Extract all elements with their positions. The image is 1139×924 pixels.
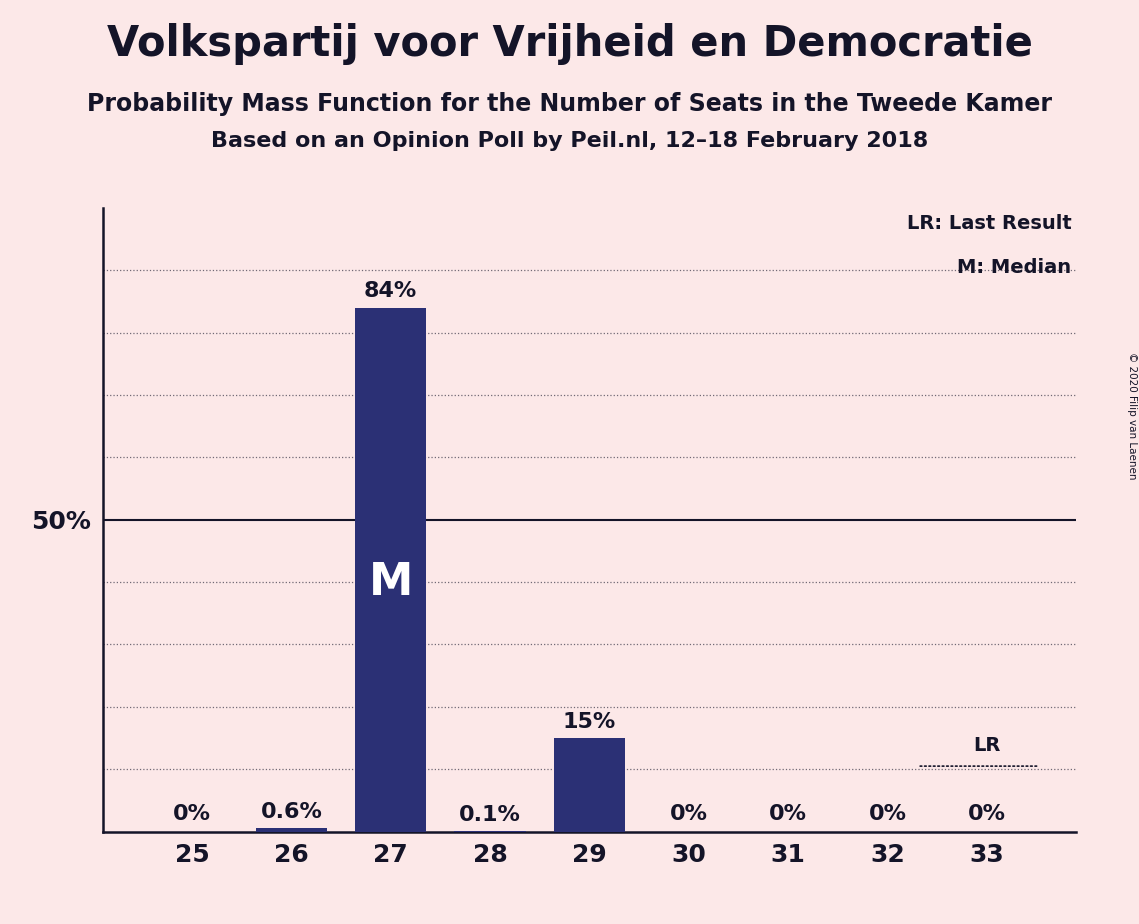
Bar [355,308,426,832]
Text: LR: Last Result: LR: Last Result [907,214,1072,233]
Text: 0%: 0% [670,804,707,824]
Text: 0%: 0% [769,804,808,824]
Text: 0%: 0% [968,804,1006,824]
Text: 15%: 15% [563,711,616,732]
Text: 84%: 84% [364,282,417,301]
Text: 0.1%: 0.1% [459,805,521,825]
Text: Volkspartij voor Vrijheid en Democratie: Volkspartij voor Vrijheid en Democratie [107,23,1032,65]
Bar [255,828,327,832]
Text: 0.6%: 0.6% [261,802,322,821]
Text: 0%: 0% [173,804,211,824]
Bar [554,738,625,832]
Text: © 2020 Filip van Laenen: © 2020 Filip van Laenen [1126,352,1137,480]
Text: LR: LR [973,736,1000,755]
Text: M: Median: M: Median [958,258,1072,277]
Text: 0%: 0% [869,804,907,824]
Text: Probability Mass Function for the Number of Seats in the Tweede Kamer: Probability Mass Function for the Number… [87,92,1052,116]
Text: M: M [369,561,412,603]
Text: Based on an Opinion Poll by Peil.nl, 12–18 February 2018: Based on an Opinion Poll by Peil.nl, 12–… [211,131,928,152]
